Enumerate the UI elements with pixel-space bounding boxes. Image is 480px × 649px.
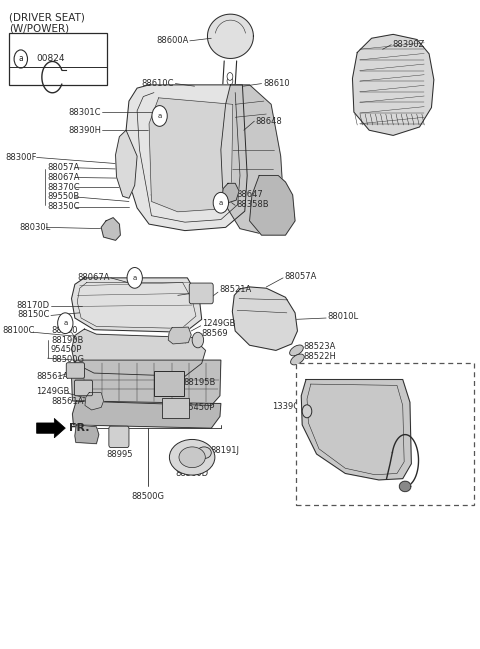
Polygon shape — [399, 482, 411, 491]
Polygon shape — [101, 217, 120, 240]
Text: 88910T: 88910T — [385, 401, 417, 410]
Text: 88057A: 88057A — [284, 272, 316, 281]
Text: 89550B: 89550B — [48, 192, 80, 201]
Text: 88301C: 88301C — [69, 108, 101, 117]
Text: 88191J: 88191J — [210, 446, 240, 455]
Text: 88190: 88190 — [51, 326, 77, 336]
Polygon shape — [116, 130, 137, 198]
Text: 88358B: 88358B — [236, 200, 269, 209]
FancyBboxPatch shape — [297, 363, 474, 504]
Text: 88522H: 88522H — [304, 352, 336, 361]
FancyBboxPatch shape — [109, 426, 129, 448]
Text: a: a — [157, 113, 162, 119]
Text: a: a — [63, 320, 67, 326]
Text: 88500G: 88500G — [51, 355, 84, 364]
Polygon shape — [149, 98, 233, 212]
FancyBboxPatch shape — [162, 398, 189, 418]
Polygon shape — [168, 327, 191, 344]
Circle shape — [251, 193, 258, 202]
Text: (W/POWER): (W/POWER) — [9, 23, 70, 33]
Text: 88067A: 88067A — [77, 273, 110, 282]
Text: 88610: 88610 — [263, 79, 289, 88]
Ellipse shape — [169, 439, 215, 475]
Polygon shape — [221, 85, 283, 234]
Text: 95450P: 95450P — [183, 403, 215, 412]
Text: 88010L: 88010L — [327, 312, 358, 321]
Text: FR.: FR. — [69, 423, 89, 433]
Polygon shape — [75, 425, 99, 444]
Circle shape — [127, 267, 143, 288]
Text: 88300F: 88300F — [5, 153, 37, 162]
Text: 88030L: 88030L — [19, 223, 50, 232]
Circle shape — [213, 192, 228, 213]
Text: 88521A: 88521A — [219, 285, 251, 294]
Text: 1339CC: 1339CC — [272, 402, 305, 411]
Text: 88560D: 88560D — [176, 469, 209, 478]
Text: 88190B: 88190B — [51, 336, 84, 345]
Text: a: a — [219, 200, 223, 206]
Text: 88390Z: 88390Z — [392, 40, 425, 49]
Text: (W/SIDE AIR BAG): (W/SIDE AIR BAG) — [302, 369, 373, 378]
Circle shape — [263, 191, 270, 201]
Polygon shape — [207, 14, 253, 58]
Text: a: a — [132, 275, 137, 281]
Ellipse shape — [197, 447, 211, 459]
Text: 88523A: 88523A — [304, 342, 336, 351]
Text: 88647: 88647 — [236, 190, 263, 199]
Text: 00824: 00824 — [36, 55, 65, 64]
Text: 88057A: 88057A — [48, 164, 80, 172]
Text: 1249GB: 1249GB — [36, 387, 70, 397]
Circle shape — [302, 405, 312, 418]
Text: 88648: 88648 — [255, 117, 282, 126]
Circle shape — [58, 313, 73, 334]
FancyBboxPatch shape — [74, 380, 93, 396]
Text: a: a — [18, 55, 23, 64]
Polygon shape — [72, 360, 221, 406]
Polygon shape — [36, 419, 65, 438]
Text: 88995: 88995 — [106, 450, 132, 459]
Text: 88390H: 88390H — [68, 126, 101, 135]
Ellipse shape — [179, 447, 205, 468]
Text: 88600A: 88600A — [156, 36, 188, 45]
FancyBboxPatch shape — [66, 363, 84, 378]
Circle shape — [14, 50, 27, 68]
Circle shape — [227, 73, 233, 80]
Circle shape — [192, 332, 204, 348]
FancyBboxPatch shape — [154, 371, 183, 396]
Text: 95450P: 95450P — [51, 345, 83, 354]
Polygon shape — [72, 278, 202, 332]
Text: 88170D: 88170D — [16, 300, 49, 310]
Text: 88350C: 88350C — [48, 202, 80, 211]
Polygon shape — [352, 34, 434, 136]
FancyBboxPatch shape — [9, 33, 108, 85]
Circle shape — [152, 106, 167, 127]
Polygon shape — [232, 287, 298, 350]
Polygon shape — [222, 183, 239, 202]
Text: 88100C: 88100C — [2, 326, 35, 336]
Polygon shape — [250, 175, 295, 235]
Circle shape — [227, 77, 233, 85]
Text: (DRIVER SEAT): (DRIVER SEAT) — [9, 12, 85, 22]
Ellipse shape — [289, 345, 303, 356]
Polygon shape — [72, 401, 221, 428]
Text: 88150C: 88150C — [17, 310, 49, 319]
Text: 88500G: 88500G — [132, 491, 165, 500]
Text: 88610C: 88610C — [142, 79, 174, 88]
Text: 88561A: 88561A — [36, 372, 69, 381]
FancyBboxPatch shape — [189, 283, 213, 304]
Polygon shape — [301, 380, 411, 480]
Text: 1249GB: 1249GB — [202, 319, 235, 328]
Text: 88067A: 88067A — [48, 173, 80, 182]
Polygon shape — [72, 329, 205, 376]
Text: 88370C: 88370C — [48, 183, 80, 191]
Ellipse shape — [290, 354, 304, 365]
Text: 88301C: 88301C — [335, 378, 367, 387]
Polygon shape — [126, 85, 247, 230]
Text: 88195B: 88195B — [183, 378, 216, 387]
Text: 88569: 88569 — [202, 329, 228, 338]
Text: 88561A: 88561A — [51, 397, 84, 406]
Circle shape — [239, 191, 246, 201]
Polygon shape — [85, 393, 104, 410]
